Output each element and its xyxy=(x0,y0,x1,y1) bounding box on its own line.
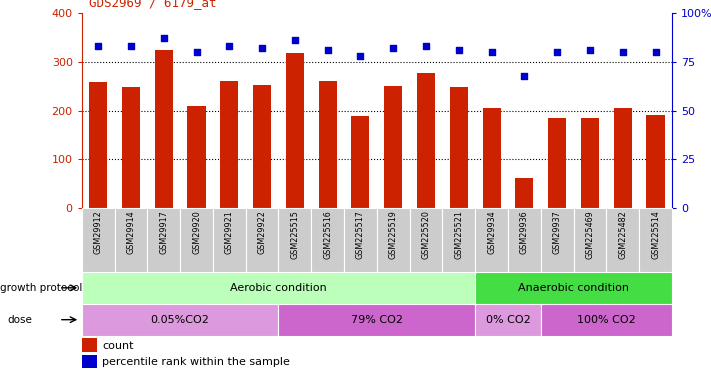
Text: GSM29934: GSM29934 xyxy=(487,210,496,254)
Text: GSM225517: GSM225517 xyxy=(356,210,365,259)
Text: GSM225520: GSM225520 xyxy=(422,210,430,259)
Text: count: count xyxy=(102,340,134,351)
Bar xyxy=(541,208,574,272)
Bar xyxy=(475,304,541,336)
Bar xyxy=(147,208,180,272)
Text: GSM225482: GSM225482 xyxy=(619,210,627,259)
Point xyxy=(158,36,169,42)
Point xyxy=(617,49,629,55)
Bar xyxy=(89,82,107,208)
Text: percentile rank within the sample: percentile rank within the sample xyxy=(102,357,290,368)
Bar xyxy=(122,87,140,208)
Bar xyxy=(475,272,672,304)
Bar xyxy=(515,178,533,208)
Bar xyxy=(377,208,410,272)
Bar xyxy=(82,304,279,336)
Bar xyxy=(606,208,639,272)
Bar xyxy=(417,73,435,208)
Bar xyxy=(410,208,442,272)
Text: GSM29937: GSM29937 xyxy=(552,210,562,254)
Bar xyxy=(442,208,475,272)
Bar xyxy=(279,304,475,336)
Point xyxy=(420,43,432,49)
Point xyxy=(650,49,661,55)
Text: GSM29922: GSM29922 xyxy=(257,210,267,254)
Bar xyxy=(483,108,501,208)
Point xyxy=(289,38,301,44)
Bar xyxy=(82,338,97,352)
Bar xyxy=(646,116,665,208)
Point xyxy=(191,49,202,55)
Bar xyxy=(508,208,541,272)
Text: growth protocol: growth protocol xyxy=(0,283,82,293)
Point xyxy=(387,45,399,51)
Point xyxy=(125,43,137,49)
Bar xyxy=(180,208,213,272)
Point xyxy=(584,47,596,53)
Bar xyxy=(220,81,238,208)
Bar xyxy=(384,86,402,208)
Bar xyxy=(581,118,599,208)
Text: GSM225514: GSM225514 xyxy=(651,210,660,259)
Text: GSM225469: GSM225469 xyxy=(585,210,594,259)
Bar xyxy=(548,118,566,208)
Text: GSM29917: GSM29917 xyxy=(159,210,169,254)
Text: Anaerobic condition: Anaerobic condition xyxy=(518,283,629,293)
Bar xyxy=(351,117,370,208)
Text: GSM225516: GSM225516 xyxy=(324,210,332,259)
Text: GSM29921: GSM29921 xyxy=(225,210,234,254)
Text: 0% CO2: 0% CO2 xyxy=(486,315,530,325)
Bar xyxy=(82,272,475,304)
Text: 100% CO2: 100% CO2 xyxy=(577,315,636,325)
Text: Aerobic condition: Aerobic condition xyxy=(230,283,327,293)
Bar xyxy=(541,304,672,336)
Point xyxy=(322,47,333,53)
Bar xyxy=(344,208,377,272)
Point xyxy=(552,49,563,55)
Bar xyxy=(639,208,672,272)
Text: GDS2969 / 6179_at: GDS2969 / 6179_at xyxy=(89,0,216,9)
Text: GSM225519: GSM225519 xyxy=(389,210,397,259)
Point xyxy=(486,49,497,55)
Text: GSM29936: GSM29936 xyxy=(520,210,529,254)
Bar xyxy=(213,208,246,272)
Bar xyxy=(286,53,304,208)
Point xyxy=(92,43,104,49)
Bar xyxy=(450,87,468,208)
Point xyxy=(223,43,235,49)
Text: 0.05%CO2: 0.05%CO2 xyxy=(151,315,210,325)
Bar xyxy=(82,355,97,368)
Bar xyxy=(319,81,337,208)
Point xyxy=(518,72,530,78)
Bar xyxy=(188,106,205,208)
Text: dose: dose xyxy=(7,315,32,325)
Bar xyxy=(574,208,606,272)
Bar xyxy=(311,208,344,272)
Bar xyxy=(279,208,311,272)
Point xyxy=(453,47,464,53)
Text: GSM29912: GSM29912 xyxy=(94,210,102,254)
Text: GSM225521: GSM225521 xyxy=(454,210,464,259)
Text: GSM29914: GSM29914 xyxy=(127,210,135,254)
Point xyxy=(355,53,366,59)
Point xyxy=(257,45,268,51)
Bar xyxy=(475,208,508,272)
Text: GSM225515: GSM225515 xyxy=(290,210,299,259)
Text: 79% CO2: 79% CO2 xyxy=(351,315,403,325)
Bar xyxy=(253,85,271,208)
Bar xyxy=(614,108,632,208)
Bar xyxy=(155,50,173,208)
Bar xyxy=(246,208,279,272)
Bar xyxy=(82,208,114,272)
Bar xyxy=(114,208,147,272)
Text: GSM29920: GSM29920 xyxy=(192,210,201,254)
